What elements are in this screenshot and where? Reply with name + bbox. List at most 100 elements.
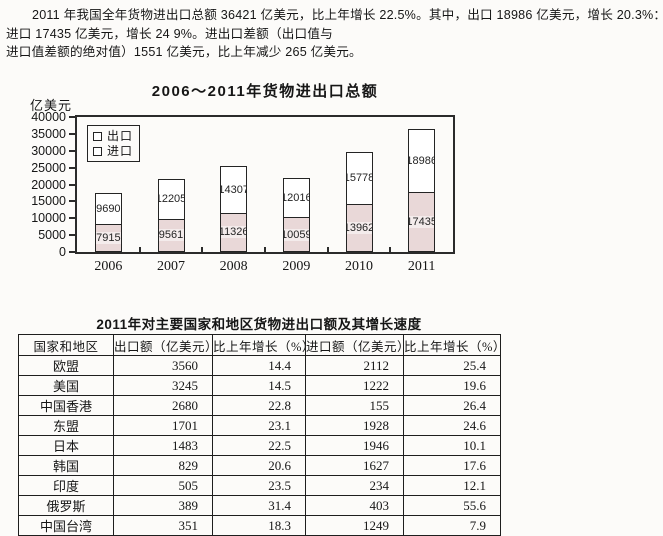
bar-segment-import: 11326 — [220, 213, 248, 252]
import-value-label: 17435 — [409, 216, 435, 229]
chart-title: 2006～2011年货物进出口总额 — [151, 83, 379, 100]
table-header: 国家和地区 出口额（亿美元） 比上年增长（%） 进口额（亿美元） 比上年增长（%） — [18, 334, 501, 356]
value-cell: 31.4 — [212, 495, 306, 516]
legend-swatch-import-icon — [93, 146, 102, 156]
y-tick-label: 40000 — [31, 110, 66, 124]
value-cell: 22.5 — [212, 435, 306, 456]
bar-segment-export: 18986 — [408, 129, 436, 194]
x-tick-mark — [201, 247, 204, 252]
value-cell: 351 — [113, 515, 213, 536]
x-axis-label: 2006 — [94, 259, 123, 274]
table-row: 韩国 829 20.6 1627 17.6 — [18, 455, 501, 476]
y-tick-label: 35000 — [31, 126, 66, 141]
y-tick-label: 25000 — [31, 160, 66, 175]
country-name-cell: 东盟 — [18, 415, 114, 436]
x-tick-mark — [264, 247, 266, 252]
country-name-cell: 中国香港 — [18, 395, 114, 416]
country-name-cell: 印度 — [18, 475, 114, 496]
x-tick-mark — [389, 247, 392, 252]
value-cell: 2112 — [305, 355, 404, 376]
table-header-cell: 比上年增长（%） — [403, 334, 501, 356]
legend-label-import: 进口 — [107, 144, 134, 158]
table-title: 2011年对主要国家和地区货物进出口额及其增长速度 — [96, 317, 422, 332]
y-tick-mark — [69, 166, 76, 169]
intro-line-3: 进口值差额的绝对值）1551 亿美元，比上年减少 265 亿美元。 — [6, 45, 362, 60]
legend-item-import: 进口 — [93, 145, 133, 157]
stacked-bar: 12205 9561 — [157, 178, 185, 252]
value-cell: 3560 — [113, 355, 213, 376]
y-tick-label: 20000 — [31, 177, 66, 192]
value-cell: 1483 — [113, 435, 213, 456]
y-tick-label: 30000 — [31, 143, 66, 158]
y-tick-mark — [69, 116, 76, 118]
country-name-cell: 欧盟 — [18, 355, 114, 376]
y-tick-label: 5000 — [38, 228, 66, 243]
legend-swatch-export-icon — [93, 131, 102, 141]
bar-segment-import: 13962 — [345, 204, 373, 252]
y-tick-mark — [69, 183, 76, 186]
value-cell: 389 — [113, 495, 213, 516]
value-cell: 26.4 — [403, 395, 501, 416]
bar-segment-export: 12016 — [282, 177, 310, 219]
table-header-cell: 国家和地区 — [18, 334, 114, 356]
import-value-label: 11326 — [221, 226, 247, 239]
x-axis-label: 2011 — [407, 259, 436, 274]
table-header-cell: 进口额（亿美元） — [305, 334, 404, 356]
x-tick-mark — [326, 247, 329, 252]
value-cell: 234 — [305, 475, 404, 496]
table-header-cell: 出口额（亿美元） — [113, 334, 213, 356]
x-tick-mark — [138, 247, 141, 252]
intro-line-1: 2011 年我国全年货物进出口总额 36421 亿美元，比上年增长 22.5%。… — [32, 8, 663, 22]
value-cell: 1928 — [305, 415, 404, 436]
table-row: 印度 505 23.5 234 12.1 — [18, 475, 501, 496]
value-cell: 2680 — [113, 395, 213, 416]
intro-paragraph: 2011 年我国全年货物进出口总额 36421 亿美元，比上年增长 22.5%。… — [6, 6, 663, 62]
y-tick-label: 10000 — [31, 211, 66, 226]
bar-segment-export: 9690 — [94, 192, 122, 226]
country-name-cell: 韩国 — [18, 455, 114, 476]
import-value-label: 7915 — [95, 232, 121, 245]
country-name-cell: 俄罗斯 — [18, 495, 114, 516]
value-cell: 10.1 — [403, 435, 501, 456]
legend-item-export: 出口 — [93, 130, 133, 142]
value-cell: 505 — [113, 475, 213, 496]
value-cell: 25.4 — [403, 355, 501, 376]
value-cell: 1701 — [113, 415, 213, 436]
value-cell: 18.3 — [212, 515, 306, 536]
value-cell: 1946 — [305, 435, 404, 456]
bar-segment-export: 15778 — [345, 151, 373, 205]
country-name-cell: 美国 — [18, 375, 114, 396]
y-tick-mark — [69, 200, 76, 203]
y-tick-mark — [69, 132, 76, 135]
value-cell: 829 — [113, 455, 213, 476]
x-axis-label: 2008 — [219, 259, 248, 274]
y-tick-mark — [69, 149, 76, 152]
value-cell: 20.6 — [212, 455, 306, 476]
import-value-label: 13962 — [346, 221, 372, 234]
table-row: 欧盟 3560 14.4 2112 25.4 — [18, 355, 501, 376]
import-value-label: 10059 — [283, 228, 309, 241]
legend-label-export: 出口 — [107, 129, 134, 143]
table-row: 美国 3245 14.5 1222 19.6 — [18, 375, 501, 396]
x-axis-label: 2010 — [345, 259, 373, 274]
x-axis-label: 2007 — [157, 259, 185, 274]
value-cell: 14.5 — [212, 375, 306, 396]
value-cell: 14.4 — [212, 355, 306, 376]
table-row: 东盟 1701 23.1 1928 24.6 — [18, 415, 501, 436]
y-tick-mark — [69, 234, 76, 237]
table-header-cell: 比上年增长（%） — [212, 334, 306, 356]
value-cell: 19.6 — [403, 375, 501, 396]
stacked-bar: 18986 17435 — [408, 129, 436, 252]
stacked-bar: 9690 7915 — [94, 192, 122, 252]
value-cell: 23.1 — [212, 415, 306, 436]
y-tick-mark — [69, 217, 76, 220]
y-tick-label: 15000 — [31, 194, 66, 209]
value-cell: 12.1 — [403, 475, 501, 496]
value-cell: 23.5 — [212, 475, 306, 496]
value-cell: 7.9 — [403, 515, 501, 536]
table-row: 中国台湾 351 18.3 1249 7.9 — [18, 515, 501, 536]
table-row: 中国香港 2680 22.8 155 26.4 — [18, 395, 501, 416]
